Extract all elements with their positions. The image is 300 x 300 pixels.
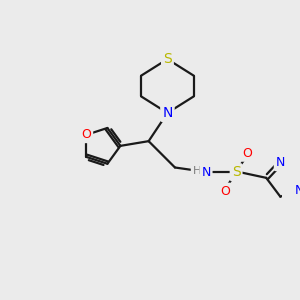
Text: N: N [294, 184, 300, 196]
Text: S: S [232, 165, 241, 179]
Text: N: N [201, 166, 211, 179]
Text: N: N [276, 156, 285, 169]
Text: S: S [163, 52, 172, 66]
Text: H: H [192, 166, 201, 176]
Text: O: O [81, 128, 91, 141]
Text: O: O [242, 147, 252, 160]
Text: O: O [220, 184, 230, 197]
Text: N: N [162, 106, 172, 120]
